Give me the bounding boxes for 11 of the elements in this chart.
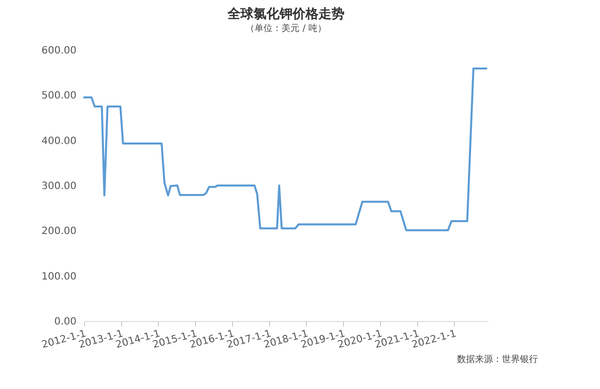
y-tick-label: 400.00 — [42, 136, 76, 147]
y-tick-label: 0.00 — [54, 316, 76, 328]
y-tick-label: 600.00 — [42, 46, 76, 56]
chart-subtitle: （单位：美元 / 吨） — [246, 23, 326, 34]
y-tick-label: 100.00 — [42, 271, 76, 282]
line-series — [83, 68, 488, 232]
y-tick-label: 200.00 — [42, 226, 76, 238]
y-tick-label: 500.00 — [42, 90, 76, 102]
y-tick-label: 300.00 — [42, 181, 76, 192]
chart-title: 全球氯化钾价格走势 — [226, 6, 344, 22]
source-note: 数据来源：世界银行 — [457, 354, 538, 366]
